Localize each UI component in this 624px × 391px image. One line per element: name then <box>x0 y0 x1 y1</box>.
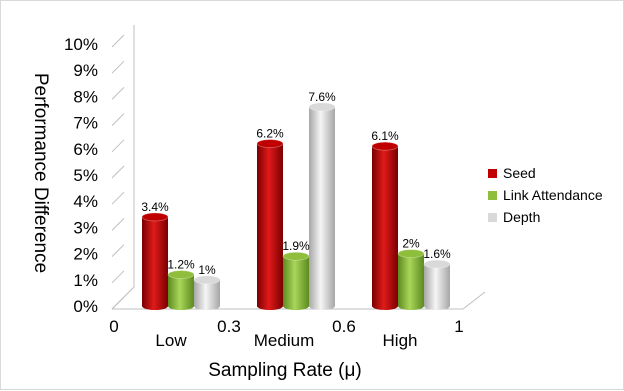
bar-top <box>256 139 284 148</box>
y-tick-label: 4% <box>73 192 98 211</box>
y-tick-label: 2% <box>73 245 98 264</box>
data-label: 1.9% <box>282 239 310 253</box>
legend-swatch <box>488 169 497 178</box>
legend-swatch <box>488 213 497 222</box>
bar-body <box>194 279 220 310</box>
bar-depth <box>193 275 221 310</box>
legend-swatch <box>488 191 497 200</box>
bar-body <box>283 256 309 310</box>
bar-top <box>167 270 195 279</box>
bar-link-attendance <box>282 251 310 310</box>
y-tick-label: 6% <box>73 140 98 159</box>
y-tick-label: 1% <box>73 271 98 290</box>
category-label: High <box>383 331 418 350</box>
y-tick-dash <box>111 191 125 205</box>
category-label: Medium <box>254 331 314 350</box>
category-labels: Low Medium High <box>155 331 417 350</box>
data-label: 2% <box>402 237 420 251</box>
y-tick-dash <box>111 113 125 126</box>
y-tick-label: 9% <box>73 61 98 80</box>
y-tick-dash <box>111 270 125 284</box>
category-label: Low <box>155 331 187 350</box>
bar-depth <box>423 259 451 310</box>
floor-right-edge <box>462 291 486 310</box>
bar-top <box>371 141 399 151</box>
bar-body <box>372 146 398 310</box>
bar-seed <box>256 139 284 310</box>
legend-label: Depth <box>503 209 540 225</box>
bar-body <box>398 253 424 310</box>
bar-body <box>142 216 168 310</box>
bars <box>141 102 451 310</box>
bar-top <box>282 251 310 261</box>
x-tick-labels: 0 0.3 0.6 1 <box>109 317 463 336</box>
y-tick-labels: 0% 1% 2% 3% 4% 5% 6% 7% 8% 9% 10% <box>64 35 98 316</box>
data-label: 6.2% <box>256 127 284 141</box>
data-label: 3.4% <box>141 200 169 214</box>
bar-top <box>193 275 221 285</box>
y-tick-dash <box>111 139 125 153</box>
bar-seed <box>141 212 169 310</box>
y-tick-dash <box>111 60 125 74</box>
y-tick-dash <box>111 165 125 179</box>
y-tick-dashes <box>111 34 125 310</box>
bar-top <box>141 212 169 222</box>
bar-top <box>397 249 425 259</box>
data-label: 1.2% <box>167 258 195 272</box>
bar-body <box>424 264 450 310</box>
y-tick-label: 3% <box>73 218 98 237</box>
data-label: 6.1% <box>371 129 399 143</box>
x-axis-label: Sampling Rate (μ) <box>208 360 362 381</box>
y-axis-label: Performance Difference <box>30 73 51 273</box>
y-tick-label: 8% <box>73 87 98 106</box>
y-tick-dash <box>111 296 125 310</box>
bar-labels: 3.4% 6.2% 6.1% 1.2% 1.9% 2% 1% 7.6% 1.6% <box>141 90 451 277</box>
y-tick-dash <box>111 34 125 48</box>
y-tick-dash <box>111 244 125 257</box>
data-label: 7.6% <box>308 90 336 104</box>
bar-seed <box>371 141 399 310</box>
bar-top <box>423 259 451 269</box>
bar-depth <box>308 102 336 310</box>
y-tick-label: 0% <box>73 297 98 316</box>
bar-body <box>309 106 335 310</box>
y-tick-label: 7% <box>73 114 98 133</box>
data-label: 1.6% <box>423 247 451 261</box>
bar-link-attendance <box>167 270 195 310</box>
bar-top <box>308 102 336 112</box>
data-label: 1% <box>198 263 216 277</box>
y-tick-label: 5% <box>73 166 98 185</box>
bar-link-attendance <box>397 249 425 310</box>
x-tick-label: 0.3 <box>217 317 241 336</box>
x-tick-label: 0.6 <box>332 317 356 336</box>
legend: Seed Link Attendance Depth <box>488 165 603 225</box>
y-tick-dash <box>111 218 125 231</box>
x-tick-label: 0 <box>109 317 118 336</box>
y-tick-dash <box>111 87 125 100</box>
legend-label: Link Attendance <box>503 187 603 203</box>
legend-label: Seed <box>503 165 536 181</box>
bar-body <box>257 143 283 310</box>
x-tick-label: 1 <box>454 317 463 336</box>
bar-body <box>168 274 194 310</box>
y-tick-label: 10% <box>64 35 98 54</box>
